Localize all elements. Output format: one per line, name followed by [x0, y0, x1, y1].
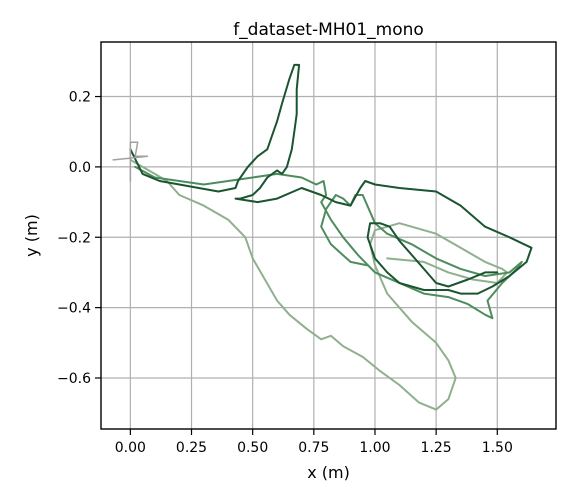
y-axis-label: y (m) — [22, 214, 41, 257]
trajectory-line-1 — [134, 165, 523, 320]
x-tick-label: 0.75 — [298, 440, 329, 456]
y-tick-label: 0.2 — [69, 90, 91, 106]
x-axis-label: x (m) — [307, 463, 350, 482]
trajectory-series — [112, 63, 533, 411]
x-tick-label: 0.25 — [176, 440, 207, 456]
trajectory-line-0 — [129, 158, 509, 411]
y-tick-label: −0.6 — [57, 371, 91, 387]
y-tick-label: 0.0 — [69, 160, 91, 176]
y-tick-label: −0.2 — [57, 230, 91, 246]
chart-title: f_dataset-MH01_mono — [233, 20, 424, 40]
y-tick-label: −0.4 — [57, 301, 91, 317]
x-tick-label: 0.50 — [237, 440, 268, 456]
grid — [101, 42, 556, 429]
axis-ticks: 0.00 0.25 0.50 0.75 1.00 1.25 1.50 0.2 0.0 −0.2 −0… — [57, 90, 513, 456]
plot-frame — [100, 41, 557, 430]
trajectory-line-3 — [112, 141, 149, 182]
x-tick-label: 1.50 — [482, 440, 513, 456]
x-tick-label: 1.00 — [359, 440, 390, 456]
x-tick-label: 1.25 — [421, 440, 452, 456]
x-tick-label: 0.00 — [115, 440, 146, 456]
trajectory-line-2 — [129, 63, 533, 295]
